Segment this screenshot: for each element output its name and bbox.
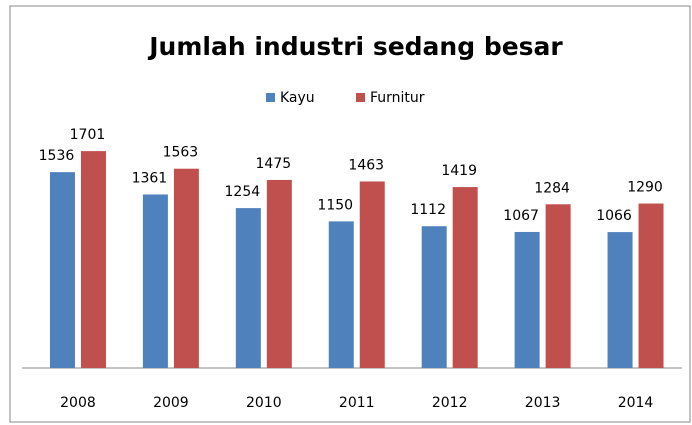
x-tick-label: 2014 <box>618 395 654 411</box>
data-label: 1361 <box>132 170 168 186</box>
x-tick-label: 2012 <box>432 395 468 411</box>
data-label: 1254 <box>225 184 261 200</box>
bar <box>266 179 292 368</box>
bar <box>421 226 447 368</box>
data-label: 1290 <box>627 180 663 196</box>
data-label: 1066 <box>596 208 632 224</box>
legend-swatch <box>356 93 365 102</box>
x-tick-label: 2009 <box>153 395 189 411</box>
bar <box>328 221 354 368</box>
x-tick-label: 2013 <box>525 395 561 411</box>
data-label: 1475 <box>256 156 292 172</box>
x-tick-label: 2011 <box>339 395 375 411</box>
data-label: 1563 <box>163 145 199 161</box>
bar <box>514 231 540 368</box>
bar <box>359 181 385 368</box>
bar <box>638 203 664 368</box>
bar <box>452 187 478 368</box>
x-tick-label: 2010 <box>246 395 282 411</box>
data-label: 1701 <box>70 127 106 143</box>
data-label: 1067 <box>503 208 539 224</box>
data-label: 1284 <box>534 180 570 196</box>
bar <box>80 151 106 368</box>
data-label: 1536 <box>39 148 75 164</box>
legend-label: Kayu <box>280 90 315 106</box>
x-tick-label: 2008 <box>60 395 96 411</box>
data-label: 1150 <box>317 197 353 213</box>
data-label: 1463 <box>348 157 384 173</box>
legend-label: Furnitur <box>370 90 425 106</box>
bar <box>173 168 199 368</box>
bar <box>545 204 571 368</box>
legend-swatch <box>266 93 275 102</box>
bar <box>607 232 633 368</box>
data-label: 1112 <box>410 202 446 218</box>
bar <box>142 194 168 368</box>
data-label: 1419 <box>441 163 477 179</box>
bar <box>49 172 75 368</box>
chart-title: Jumlah industri sedang besar <box>147 32 563 61</box>
bar <box>235 208 261 368</box>
